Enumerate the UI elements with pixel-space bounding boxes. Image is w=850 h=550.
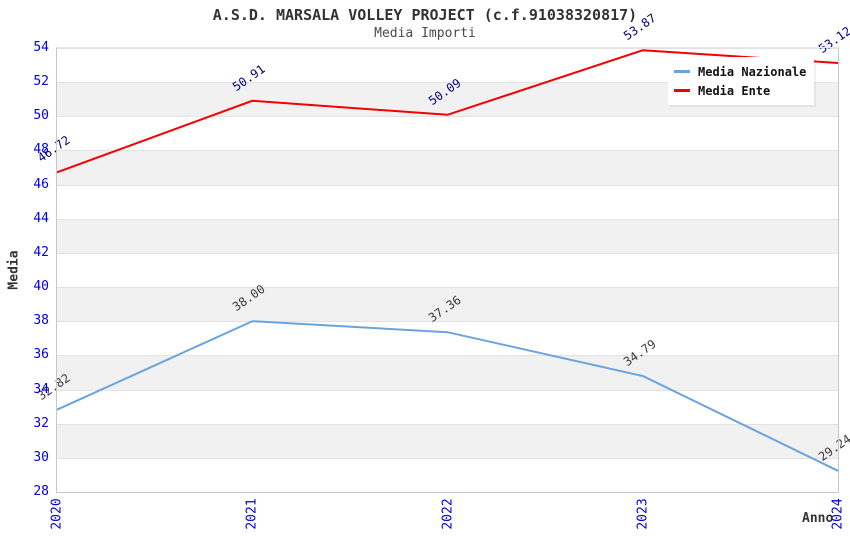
y-tick-label: 44 <box>33 210 49 226</box>
y-tick-label: 48 <box>33 142 49 158</box>
y-tick-label: 54 <box>33 40 49 55</box>
y-tick-label: 32 <box>33 415 49 431</box>
grid-band <box>57 457 838 492</box>
series-line-media-nazionale <box>56 320 839 472</box>
y-tick-label: 30 <box>33 449 49 465</box>
chart-subtitle: Media Importi <box>374 26 476 41</box>
x-tick-label: 2022 <box>440 498 455 530</box>
legend-swatch <box>674 70 690 73</box>
y-tick-label: 40 <box>33 279 49 295</box>
legend: Media Nazionale Media Ente <box>668 57 814 105</box>
y-tick-label: 38 <box>33 313 49 329</box>
grid-band <box>57 287 838 322</box>
y-tick-label: 46 <box>33 176 49 192</box>
x-axis-title: Anno <box>802 511 834 526</box>
y-tick-label: 36 <box>33 347 49 363</box>
legend-item: Media Ente <box>674 81 808 100</box>
grid-band <box>57 116 838 151</box>
series-line-media-ente <box>56 49 839 174</box>
series-lines <box>56 49 839 472</box>
legend-label: Media Nazionale <box>698 64 807 79</box>
legend-label: Media Ente <box>698 83 771 98</box>
grid-band <box>57 423 838 458</box>
y-tick-label: 34 <box>33 381 49 397</box>
y-tick-label: 52 <box>33 74 49 90</box>
y-tick-label: 50 <box>33 108 49 124</box>
x-tick-label: 2020 <box>49 498 65 530</box>
legend-swatch <box>674 89 690 92</box>
grid-band <box>57 355 838 390</box>
y-tick-label: 28 <box>33 484 49 499</box>
grid-band <box>57 150 838 185</box>
grid-band <box>57 252 838 288</box>
legend-item: Media Nazionale <box>674 62 808 81</box>
chart-title: A.S.D. MARSALA VOLLEY PROJECT (c.f.91038… <box>212 6 638 24</box>
x-tick-label: 2021 <box>244 498 260 530</box>
x-tick-label: 2023 <box>635 498 651 530</box>
grid-band <box>57 218 838 253</box>
grid-band <box>57 184 838 219</box>
y-tick-label: 42 <box>33 244 49 260</box>
plot-area: 32.82 38.00 37.36 34.79 29.24 46.72 50.91 50.09… <box>35 11 850 493</box>
